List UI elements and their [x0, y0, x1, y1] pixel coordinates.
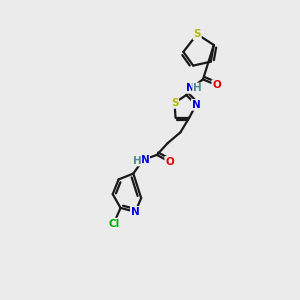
Text: N: N	[141, 155, 149, 165]
Text: S: S	[194, 29, 201, 39]
Text: H: H	[133, 156, 142, 166]
Text: Cl: Cl	[108, 219, 119, 229]
Text: H: H	[193, 83, 202, 93]
Text: N: N	[186, 83, 195, 93]
Text: N: N	[131, 207, 140, 217]
Text: S: S	[171, 98, 178, 108]
Text: N: N	[192, 100, 200, 110]
Text: O: O	[212, 80, 221, 90]
Text: O: O	[165, 157, 174, 167]
